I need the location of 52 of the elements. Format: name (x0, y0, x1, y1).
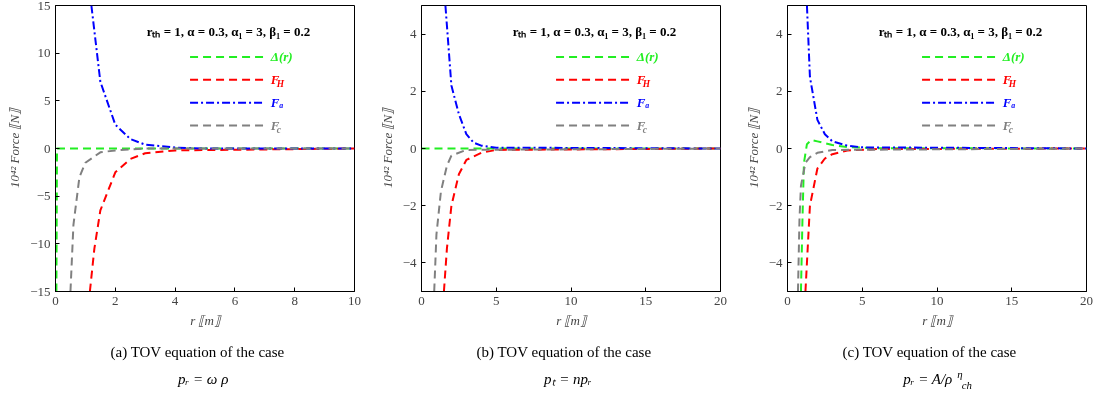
x-tick-label: 10 (930, 292, 944, 308)
x-tick-label: 4 (171, 292, 179, 308)
y-tick-label: 2 (776, 83, 783, 99)
x-tick-label: 6 (231, 292, 239, 308)
text: Δ(r) (1001, 49, 1025, 65)
y-tick-label: −5 (36, 188, 51, 204)
y-axis-title: 10⁴² Force ⟦N⟧ (745, 106, 761, 189)
x-tick-label: 8 (291, 292, 298, 308)
y-tick-label: 10 (37, 45, 51, 61)
y-axis-title: 10⁴² Force ⟦N⟧ (379, 106, 395, 189)
x-tick-label: 10 (348, 292, 361, 308)
text: Fₐ (635, 95, 650, 111)
y-tick-label: 2 (410, 83, 417, 99)
x-tick-label: 20 (1080, 292, 1093, 308)
x-tick-label: 5 (493, 292, 500, 308)
y-tick-label: 0 (44, 140, 51, 156)
y-tick-label: 15 (37, 0, 51, 13)
annotation: rₜₕ = 1, α = 0.3, α₁ = 3, β₁ = 0.2 (512, 23, 677, 39)
y-tick-label: −4 (402, 254, 417, 270)
x-tick-label: 15 (1005, 292, 1019, 308)
y-tick-label: −2 (402, 197, 417, 213)
y-tick-label: −15 (30, 283, 51, 299)
y-tick-label: 4 (410, 26, 417, 42)
y-tick-label: 0 (410, 140, 417, 156)
text: Fₐ (1001, 95, 1016, 111)
text: Δ(r) (635, 49, 659, 65)
text: (a) TOV equation of the case (110, 343, 285, 361)
y-tick-label: 5 (44, 92, 51, 108)
x-axis-title: r ⟦m⟧ (922, 312, 954, 328)
x-tick-label: 10 (564, 292, 578, 308)
text: pᵣ = ω ρ (177, 371, 229, 388)
x-tick-label: 20 (714, 292, 727, 308)
annotation: rₜₕ = 1, α = 0.3, α₁ = 3, β₁ = 0.2 (146, 23, 311, 39)
line-series (805, 5, 1087, 150)
line-series (444, 5, 721, 150)
text: (b) TOV equation of the case (476, 343, 652, 361)
x-axis-title: r ⟦m⟧ (190, 312, 222, 328)
y-tick-label: −10 (30, 235, 51, 251)
annotation: rₜₕ = 1, α = 0.3, α₁ = 3, β₁ = 0.2 (878, 23, 1043, 39)
text: Δ(r) (269, 49, 293, 65)
text: pₜ = npᵣ (543, 371, 593, 388)
x-tick-label: 15 (639, 292, 653, 308)
x-tick-label: 2 (112, 292, 119, 308)
y-axis-title: 10⁴² Force ⟦N⟧ (7, 106, 23, 189)
y-tick-label: −2 (768, 197, 783, 213)
x-axis-title: r ⟦m⟧ (556, 312, 588, 328)
text: Fₐ (269, 95, 284, 111)
y-tick-label: 4 (776, 26, 783, 42)
y-tick-label: 0 (776, 140, 783, 156)
y-tick-label: −4 (768, 254, 783, 270)
text: (c) TOV equation of the case (842, 343, 1017, 361)
x-tick-label: 5 (859, 292, 866, 308)
